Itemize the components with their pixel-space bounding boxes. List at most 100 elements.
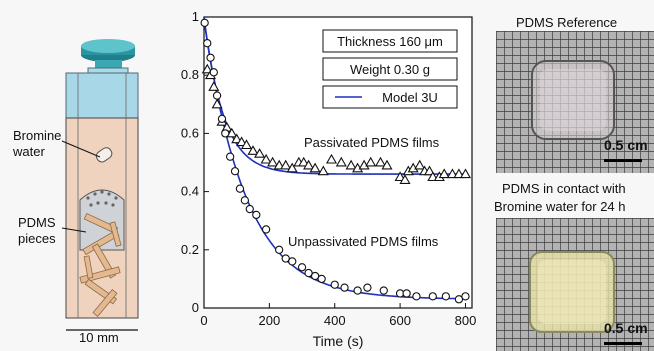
data-point-circle [353, 286, 362, 295]
data-point-triangle [394, 171, 406, 182]
data-point-circle [221, 129, 230, 138]
legend-box-model [322, 85, 458, 109]
legend: Thickness 160 μm Weight 0.30 g Model 3U [322, 29, 458, 109]
data-point-triangle [211, 98, 223, 109]
scale-label-top: 0.5 cm [604, 137, 648, 153]
data-point-triangle [423, 165, 436, 176]
photo-reference: 0.5 cm [496, 31, 654, 173]
legend-model-label: Model 3U [382, 90, 438, 105]
legend-box-weight [322, 57, 458, 81]
data-point-circle [340, 283, 349, 292]
holder-holes [86, 190, 118, 207]
data-points [200, 18, 472, 304]
data-point-triangle [240, 139, 253, 150]
data-point-circle [212, 91, 222, 100]
data-point-circle [225, 152, 235, 161]
data-point-triangle [459, 168, 472, 179]
data-point-circle [275, 245, 284, 254]
photo-bottom-title-2: Bromine water for 24 h [494, 199, 626, 214]
y-tick-label: 0.4 [181, 184, 199, 199]
data-point-triangle [286, 162, 298, 173]
pdms-pieces [79, 212, 122, 317]
cap-top [81, 39, 135, 53]
data-point-triangle [446, 168, 458, 179]
photo-top-title: PDMS Reference [516, 15, 618, 30]
y-tick-label: 0.6 [181, 125, 199, 140]
data-point-circle [412, 292, 421, 301]
data-point-triangle [325, 153, 338, 164]
scale-bar-top [604, 159, 642, 162]
data-point-circle [252, 210, 261, 220]
legend-weight: Weight 0.30 g [350, 62, 430, 77]
data-point-circle [441, 292, 451, 301]
data-point-triangle [254, 148, 266, 158]
data-point-triangle [260, 153, 272, 164]
data-point-triangle [399, 174, 411, 184]
data-point-triangle [226, 127, 238, 138]
data-point-circle [200, 18, 209, 27]
neck [95, 60, 122, 70]
data-point-circle [209, 68, 218, 77]
y-tick-label: 1 [192, 9, 199, 24]
pdms-sample-clear [531, 60, 615, 140]
data-point-triangle [309, 162, 321, 173]
y-tick-label: 0.8 [181, 67, 199, 82]
schematic-scale-label: 10 mm [79, 330, 119, 345]
data-point-triangle [345, 159, 357, 170]
vial-schematic [61, 39, 139, 331]
data-point-triangle [335, 156, 347, 167]
data-point-triangle [236, 136, 248, 147]
data-point-triangle [303, 159, 315, 170]
data-point-circle [203, 39, 212, 48]
data-point-circle [288, 257, 297, 266]
scale-bar-bottom [604, 342, 642, 345]
annotation-unpassivated: Unpassivated PDMS films [288, 234, 439, 249]
data-point-circle [317, 274, 326, 284]
data-point-circle [206, 53, 215, 62]
pdms-pieces-label: PDMS pieces [18, 215, 56, 246]
data-point-triangle [201, 63, 213, 74]
x-axis: 0 200 400 600 800 [200, 303, 476, 328]
data-point-circle [402, 289, 411, 298]
data-point-circle [461, 292, 470, 301]
data-point-circle [235, 184, 245, 193]
data-point-triangle [438, 168, 450, 179]
stir-bar [95, 147, 113, 163]
data-point-triangle [414, 159, 426, 170]
y-tick-label: 0 [192, 300, 199, 315]
y-axis: 0 0.2 0.4 0.6 0.8 1 [181, 9, 209, 315]
data-point-circle [379, 286, 388, 295]
data-point-circle [230, 167, 240, 176]
data-point-triangle [317, 165, 329, 176]
data-point-triangle [365, 156, 377, 167]
x-tick-label: 400 [324, 313, 346, 328]
data-point-triangle [267, 156, 279, 167]
x-axis-label: Time (s) [313, 333, 364, 349]
data-point-circle [330, 280, 339, 289]
data-point-triangle [453, 168, 465, 179]
scale-label-bottom: 0.5 cm [604, 320, 648, 336]
photo-bottom-title-1: PDMS in contact with [502, 181, 626, 196]
x-tick-label: 800 [455, 313, 477, 328]
data-point-triangle [231, 133, 243, 144]
data-point-circle [240, 196, 250, 205]
decay-chart: 0 0.2 0.4 0.6 0.8 1 0 200 400 600 800 Thickness 1… [181, 9, 476, 349]
legend-thickness: Thickness 160 μm [337, 34, 443, 49]
legend-box-thickness [322, 29, 458, 53]
bromine-water-label: Bromine water [13, 128, 62, 159]
x-tick-label: 0 [200, 313, 207, 328]
data-point-triangle [247, 145, 259, 155]
data-point-circle [217, 114, 227, 123]
data-point-triangle [381, 159, 393, 170]
x-tick-label: 200 [259, 313, 281, 328]
data-point-triangle [208, 81, 220, 91]
annotation-passivated: Passivated PDMS films [304, 135, 440, 150]
data-point-triangle [298, 156, 310, 167]
data-point-circle [297, 263, 307, 272]
data-point-circle [428, 292, 437, 301]
water-region [65, 72, 139, 119]
data-point-circle [363, 283, 372, 292]
data-point-triangle [273, 159, 285, 170]
data-point-triangle [280, 159, 292, 170]
x-tick-label: 600 [389, 313, 411, 328]
